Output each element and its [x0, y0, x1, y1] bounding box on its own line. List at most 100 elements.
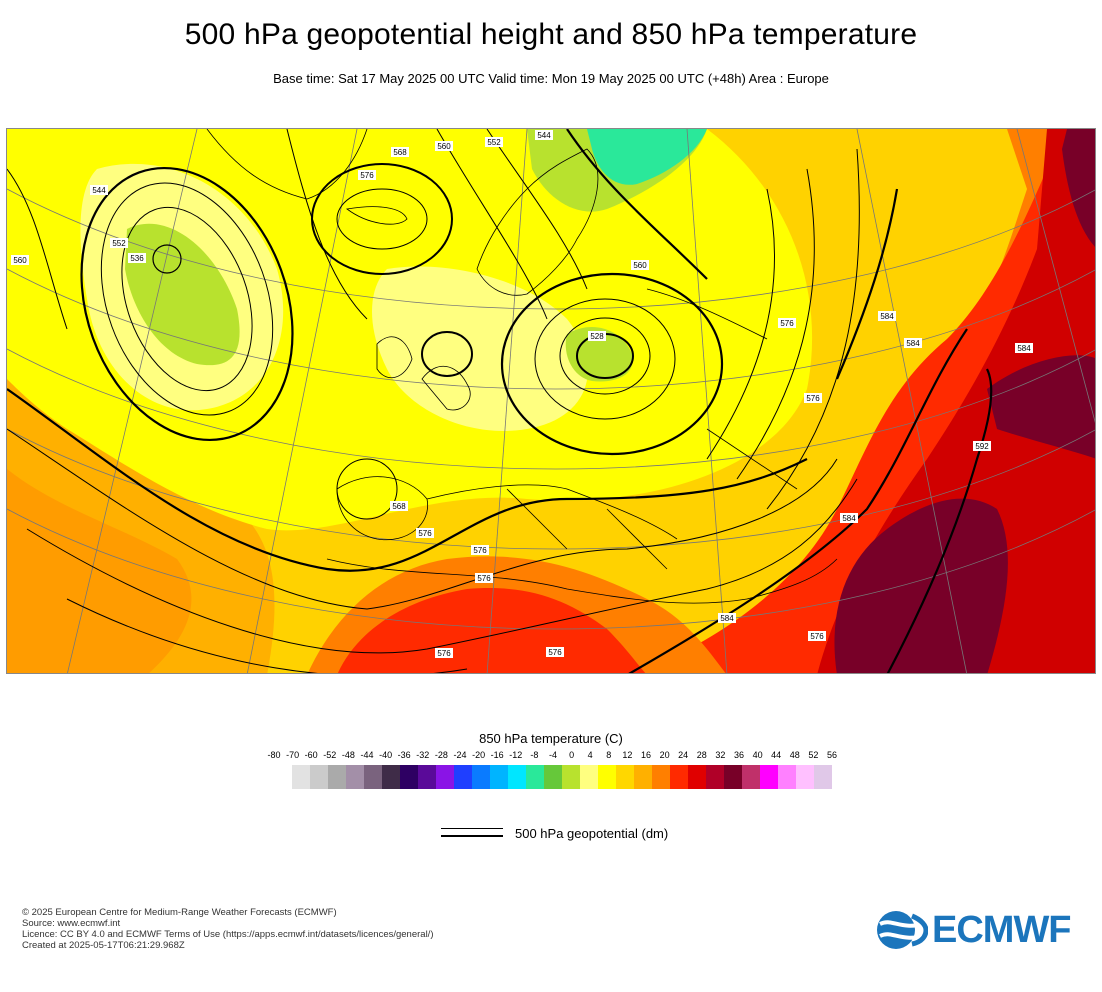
contour-label: 552 [110, 238, 128, 248]
contour-label: 568 [391, 147, 409, 157]
colorbar-swatch [742, 765, 760, 789]
svg-text:552: 552 [112, 239, 126, 248]
svg-text:560: 560 [437, 142, 451, 151]
geopotential-contours [7, 129, 993, 673]
svg-text:560: 560 [633, 261, 647, 270]
colorbar-tick-label: 20 [659, 750, 670, 760]
contour-label: 536 [128, 253, 146, 263]
svg-text:584: 584 [720, 614, 734, 623]
colorbar-swatch [796, 765, 814, 789]
temperature-fill-24-south [337, 588, 646, 673]
forecast-map: 552 560 568 576 544 536 528 552 544 560 … [6, 128, 1096, 674]
contour-label: 576 [546, 647, 564, 657]
temperature-fill-14 [7, 469, 192, 673]
colorbar-swatch [688, 765, 706, 789]
colorbar-swatch [382, 765, 400, 789]
colorbar-swatch [526, 765, 544, 789]
svg-text:544: 544 [537, 131, 551, 140]
colorbar-swatch [778, 765, 796, 789]
colorbar-tick-label: -70 [286, 750, 300, 760]
colorbar-tick-label: -32 [416, 750, 430, 760]
contour-label: 544 [90, 185, 108, 195]
contour-label: 576 [435, 648, 453, 658]
colorbar-tick-label: -28 [434, 750, 448, 760]
colorbar-tick-label: 4 [587, 750, 593, 760]
svg-text:544: 544 [92, 186, 106, 195]
footer-licence: Licence: CC BY 4.0 and ECMWF Terms of Us… [22, 929, 434, 940]
contour-label: 576 [475, 573, 493, 583]
colorbar-tick-label: 56 [826, 750, 838, 760]
contour-label: 584 [904, 338, 922, 348]
svg-text:584: 584 [1017, 344, 1031, 353]
colorbar-swatch [760, 765, 778, 789]
colorbar-swatch [508, 765, 526, 789]
contour-low-west-2 [100, 182, 274, 416]
chart-subtitle: Base time: Sat 17 May 2025 00 UTC Valid … [273, 71, 829, 86]
colorbar-swatch [310, 765, 328, 789]
contour-label: 544 [535, 130, 553, 140]
coastlines [206, 129, 838, 604]
colorbar-swatch [292, 765, 310, 789]
contour-low-west-core [152, 244, 182, 274]
contour-label: 576 [358, 170, 376, 180]
chart-title: 500 hPa geopotential height and 850 hPa … [184, 18, 918, 51]
ecmwf-logo-text: ECMWF [932, 908, 1072, 951]
colorbar-tick-label: -24 [453, 750, 467, 760]
svg-text:576: 576 [810, 632, 824, 641]
temperature-fill-0 [372, 266, 588, 431]
footer-source: Source: www.ecmwf.int [22, 918, 121, 929]
colorbar-tick-label: 24 [678, 750, 689, 760]
colorbar-swatch [490, 765, 508, 789]
colorbar-tick-label: 48 [789, 750, 800, 760]
contour-label: 584 [1015, 343, 1033, 353]
svg-text:576: 576 [360, 171, 374, 180]
svg-text:592: 592 [975, 442, 989, 451]
contour-low-central-3 [534, 298, 676, 420]
footer-copyright: © 2025 European Centre for Medium-Range … [22, 907, 337, 918]
colorbar-tick-labels: -80 -70 -60 -52 -48 -44 -40 -36 -32 -28 -24 -20 -16-… [264, 750, 844, 764]
colorbar-tick-label: 40 [752, 750, 763, 760]
colorbar-swatch [436, 765, 454, 789]
contour-high-iceland-inner [336, 188, 428, 250]
colorbar [292, 765, 832, 789]
svg-text:528: 528 [590, 332, 604, 341]
colorbar-tick-label: -40 [379, 750, 393, 760]
colorbar-swatch [616, 765, 634, 789]
contour-592 [886, 368, 993, 673]
colorbar-tick-label: 32 [715, 750, 726, 760]
svg-text:576: 576 [477, 574, 491, 583]
contour-584 [628, 328, 968, 673]
colorbar-swatch [580, 765, 598, 789]
colorbar-tick-label: 16 [640, 750, 652, 760]
colorbar-tick-label: -52 [323, 750, 337, 760]
contour-low-west-3 [80, 166, 294, 442]
colorbar-tick-label: -12 [509, 750, 523, 760]
svg-text:584: 584 [906, 339, 920, 348]
contour-labels: 552 560 568 576 544 536 528 552 544 560 … [11, 130, 1033, 658]
colorbar-tick-label: -4 [548, 750, 558, 760]
geopotential-legend-symbol [441, 826, 503, 839]
geopotential-legend-label: 500 hPa geopotential (dm) [515, 826, 669, 841]
temperature-fill-32-ne [1062, 129, 1095, 247]
map-svg: 552 560 568 576 544 536 528 552 544 560 … [7, 129, 1095, 673]
colorbar-tick-label: 28 [696, 750, 707, 760]
graticule [7, 129, 1095, 673]
colorbar-swatch [454, 765, 472, 789]
colorbar-tick-label: 52 [808, 750, 819, 760]
contour-568 [7, 388, 808, 572]
svg-text:568: 568 [392, 502, 406, 511]
colorbar-swatch [670, 765, 688, 789]
footer: © 2025 European Centre for Medium-Range … [22, 907, 434, 951]
colorbar-tick-label: -48 [341, 750, 355, 760]
contour-label: 576 [804, 393, 822, 403]
colorbar-swatch [724, 765, 742, 789]
svg-text:576: 576 [437, 649, 451, 658]
colorbar-swatch [328, 765, 346, 789]
colorbar-tick-label: 12 [622, 750, 633, 760]
colorbar-swatch [562, 765, 580, 789]
ecmwf-logo: ECMWF [876, 908, 1072, 952]
colorbar-tick-label: 0 [569, 750, 575, 760]
colorbar-tick-label: -80 [267, 750, 281, 760]
colorbar-tick-label: 8 [606, 750, 612, 760]
contour-low-west-1 [121, 206, 253, 392]
